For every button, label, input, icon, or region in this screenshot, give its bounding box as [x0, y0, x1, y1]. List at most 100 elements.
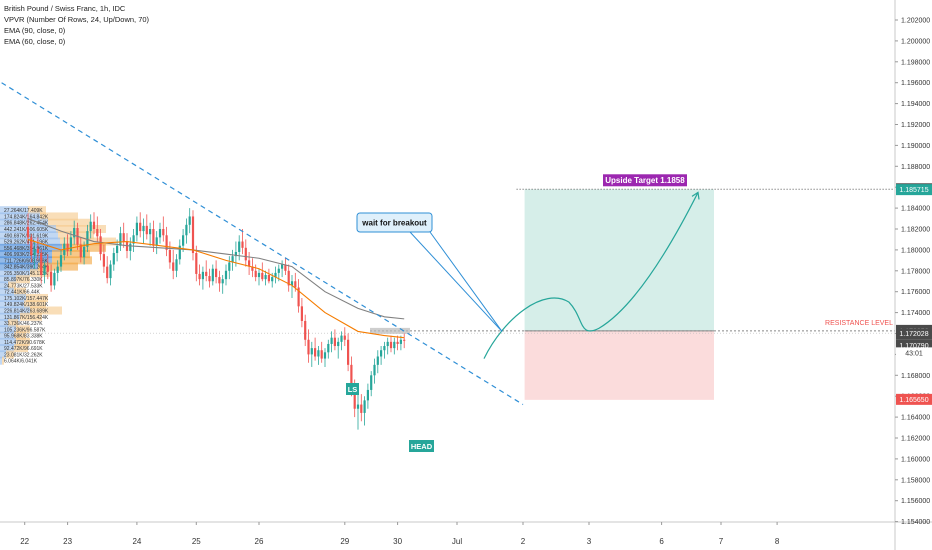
candle-body	[376, 356, 379, 365]
callout-box	[356, 212, 433, 233]
x-tick-label: 25	[192, 537, 201, 546]
x-tick-label: 30	[393, 537, 402, 546]
candle-body	[198, 273, 201, 280]
candle-body	[333, 337, 336, 347]
candlesticks	[26, 208, 406, 430]
legend-ema60: EMA (60, close, 0)	[4, 37, 66, 46]
callout-pointer	[409, 231, 503, 332]
vpvr-row-label: 406.993K/294.225K	[4, 252, 49, 258]
vpvr-up-bar	[0, 256, 52, 265]
y-tick-label: 1.176000	[901, 289, 930, 296]
candle-body	[102, 254, 105, 267]
candle-body	[59, 255, 63, 267]
callout-pointer	[429, 231, 503, 332]
vpvr-up-bar	[0, 281, 8, 290]
candle-body	[234, 251, 237, 257]
price-label-text: 1.172028	[899, 331, 928, 338]
vpvr-down-bar	[14, 344, 28, 353]
vpvr-row-label: 131.867K/156.424K	[4, 315, 49, 321]
vpvr-up-bar	[0, 300, 24, 309]
candle-body	[287, 270, 290, 286]
candle-body	[89, 221, 92, 232]
vpvr-down-bar	[48, 218, 90, 227]
price-label-text: 1.165650	[899, 397, 928, 404]
vpvr-row-label: 529.262K/491.196K	[4, 240, 49, 246]
profit-zone	[524, 189, 714, 331]
vpvr-down-bar	[26, 293, 48, 302]
projection-arrowhead	[691, 191, 700, 200]
vpvr-row-label: 24.773K/27.533K	[4, 283, 43, 289]
price-label-box	[896, 340, 932, 352]
candle-body	[360, 404, 363, 413]
candle-body	[211, 268, 214, 282]
y-tick-label: 1.156000	[901, 498, 930, 505]
x-tick-label: Jul	[452, 537, 462, 546]
candle-body	[142, 225, 145, 232]
candle-body	[277, 268, 280, 273]
candle-body	[215, 268, 218, 278]
candle-body	[389, 341, 393, 349]
vpvr-down-bar	[56, 225, 106, 233]
vpvr-row-label: 205.350K/145.113K	[4, 271, 49, 277]
vpvr-row-label: 175.102K/157.447K	[4, 296, 49, 302]
vpvr-row-label: 226.814K/263.689K	[4, 309, 49, 315]
candle-body	[399, 339, 402, 344]
x-tick-label: 26	[255, 537, 264, 546]
vpvr-down-bar	[16, 325, 30, 334]
candle-body	[96, 229, 99, 237]
candle-body	[304, 320, 307, 340]
vpvr-row-label: 711.726K/608.958K	[4, 258, 49, 264]
vpvr-down-bar	[6, 350, 14, 359]
candle-body	[340, 335, 343, 342]
candle-body	[310, 348, 313, 355]
vpvr-down-bar	[16, 337, 30, 346]
candle-body	[73, 227, 76, 238]
x-tick-label: 8	[775, 537, 780, 546]
y-tick-label: 1.154000	[901, 519, 930, 526]
y-tick-label: 1.168000	[901, 373, 930, 380]
drawings	[1, 82, 700, 406]
candle-body	[300, 306, 303, 321]
candle-body	[92, 221, 96, 229]
vpvr-down-bar	[30, 306, 62, 315]
vpvr-row-label: 105.236K/96.587K	[4, 327, 46, 333]
candle-body	[43, 265, 46, 275]
y-tick-label: 1.162000	[901, 436, 930, 443]
vpvr-down-bar	[20, 312, 42, 321]
candle-body	[168, 249, 171, 263]
y-tick-label: 1.180000	[901, 247, 930, 254]
candle-body	[188, 216, 191, 225]
price-label-text: 1.170790	[899, 343, 928, 350]
candle-body	[323, 352, 327, 359]
candle-body	[205, 271, 208, 277]
candle-body	[155, 237, 158, 246]
candle-body	[79, 244, 82, 258]
price-label-box	[896, 328, 932, 340]
vpvr-row-label: 27.264K/17.409K	[4, 208, 43, 214]
candle-body	[122, 233, 125, 242]
candle-body	[129, 243, 132, 251]
candle-body	[145, 225, 148, 235]
candle-body	[383, 346, 386, 351]
candle-body	[343, 335, 346, 340]
candle-body	[139, 222, 142, 232]
vpvr-row-label: 33.736K/46.237K	[4, 321, 43, 327]
candle-body	[320, 350, 323, 359]
vpvr-up-bar	[0, 350, 6, 359]
price-label-text: 1.185715	[899, 187, 928, 194]
vpvr-row-label: 556.468K/394.961K	[4, 246, 49, 252]
vpvr-row-label: 442.241K/406.605K	[4, 227, 49, 233]
x-tick-label: 29	[340, 537, 349, 546]
candle-body	[370, 375, 373, 390]
candle-body	[297, 287, 300, 307]
candle-body	[26, 226, 30, 238]
y-tick-label: 1.174000	[901, 310, 930, 317]
y-tick-label: 1.184000	[901, 206, 930, 213]
candle-body	[195, 253, 198, 274]
vpvr-row-label: 6.064K/6.041K	[4, 359, 38, 365]
y-tick-label: 1.198000	[901, 59, 930, 66]
vpvr-row-label: 149.824K/138.601K	[4, 302, 49, 308]
candle-body	[50, 271, 53, 286]
candle-body	[201, 271, 204, 280]
